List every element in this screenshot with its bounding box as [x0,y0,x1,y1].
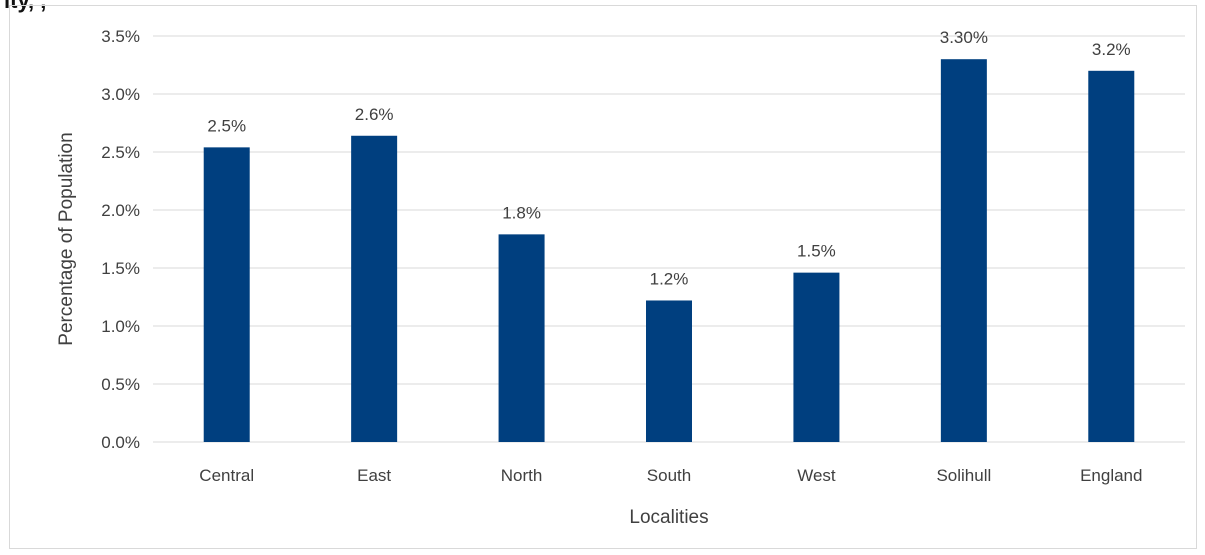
y-tick-label: 2.0% [101,201,140,220]
y-tick-label: 1.5% [101,259,140,278]
y-axis-title: Percentage of Population [56,132,77,345]
data-labels: 2.5% 2.6% 1.8% 1.2% 1.5% 3.30% 3.2% [207,28,1130,288]
data-label: 1.2% [650,269,689,288]
data-label: 2.5% [207,116,246,135]
bar [203,147,250,443]
x-axis-title: Localities [629,507,708,528]
data-label: 3.30% [940,28,988,47]
x-tick-label: Solihull [936,466,991,485]
chart-title-strip: ity, , [0,0,1205,14]
data-label: 2.6% [355,105,394,124]
x-tick-label: Central [199,466,254,485]
y-tick-label: 0.0% [101,433,140,452]
y-tick-label: 1.0% [101,317,140,336]
data-label: 1.8% [502,203,541,222]
y-axis-ticks: 0.0% 0.5% 1.0% 1.5% 2.0% 2.5% 3.0% 3.5% [101,27,140,452]
x-tick-label: England [1080,466,1142,485]
bar [646,300,692,442]
y-tick-label: 2.5% [101,143,140,162]
data-label: 1.5% [797,242,836,261]
bars [203,59,1135,443]
y-tick-label: 0.5% [101,375,140,394]
data-label: 3.2% [1092,40,1131,59]
bar [793,272,840,442]
y-tick-label: 3.5% [101,27,140,46]
y-tick-label: 3.0% [101,85,140,104]
bar [940,59,987,442]
bar [351,135,398,442]
x-tick-label: North [501,466,543,485]
x-tick-label: West [797,466,836,485]
chart-frame [9,5,1197,549]
bar [1088,70,1135,443]
x-tick-label: South [647,466,691,485]
bar [498,234,545,442]
chart-title: ity, , [4,0,47,13]
x-axis-ticks: Central East North South West Solihull England [199,466,1142,485]
x-tick-label: East [357,466,391,485]
